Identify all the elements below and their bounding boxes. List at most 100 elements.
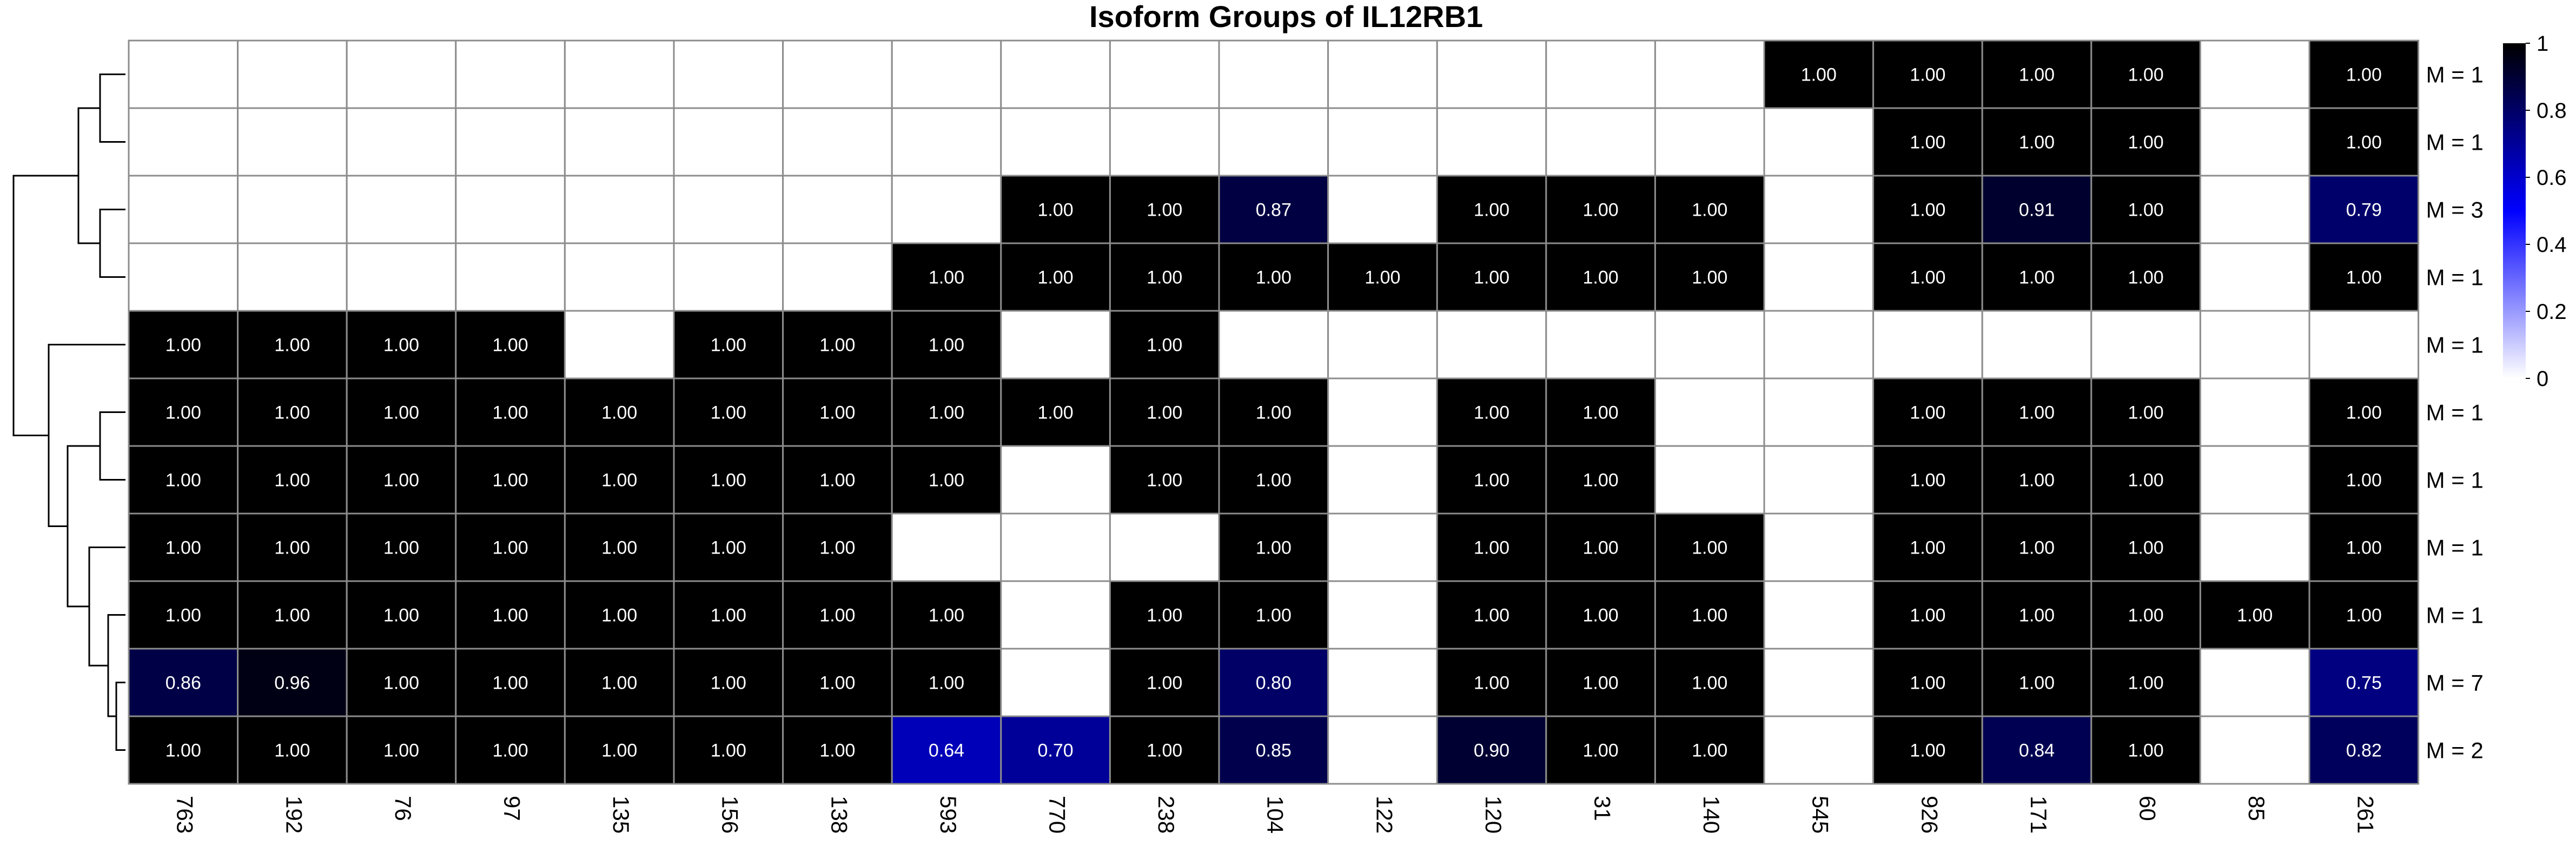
- heatmap-cell: [891, 310, 1002, 379]
- heatmap-cell: [2199, 648, 2310, 717]
- column-label: 104: [1263, 796, 1288, 834]
- heatmap-cell: [564, 310, 675, 379]
- heatmap-cell: [1981, 310, 2092, 379]
- heatmap-cell: [455, 715, 566, 785]
- cell-value-label: 1.00: [1583, 403, 1619, 423]
- cell-value-label: 1.00: [2128, 65, 2164, 85]
- cell-value-label: 1.00: [165, 403, 201, 423]
- heatmap-cell: [1545, 39, 1656, 109]
- cell-value-label: 1.00: [1801, 65, 1837, 85]
- heatmap-cell: [1872, 580, 1983, 650]
- dendrogram-branch: [77, 107, 100, 244]
- cell-value-label: 1.00: [383, 335, 419, 356]
- heatmap-cell: [237, 310, 348, 379]
- cell-value-label: 1.00: [1692, 268, 1727, 288]
- cell-value-label: 1.00: [165, 335, 201, 356]
- cell-value-label: 1.00: [1147, 200, 1182, 221]
- cell-value-label: 0.82: [2346, 741, 2382, 761]
- cell-value-label: 1.00: [1474, 268, 1509, 288]
- heatmap-cell: [1000, 580, 1111, 650]
- cell-value-label: 1.00: [2346, 470, 2382, 491]
- heatmap-cell: [1109, 715, 1220, 785]
- cell-value-label: 1.00: [1365, 268, 1400, 288]
- heatmap-cell: [128, 580, 239, 650]
- heatmap-cell: [564, 242, 675, 312]
- heatmap-cell: [673, 242, 784, 312]
- heatmap-cell: [2308, 648, 2420, 717]
- row-label: M = 1: [2426, 603, 2484, 628]
- cell-value-label: 1.00: [1910, 538, 1945, 558]
- heatmap-cell: [346, 512, 457, 582]
- heatmap-cell: [564, 39, 675, 109]
- heatmap-cell: [1654, 175, 1765, 244]
- cell-value-label: 0.87: [1256, 200, 1292, 221]
- cell-value-label: 1.00: [274, 741, 310, 761]
- row-label: M = 3: [2426, 197, 2484, 223]
- cell-value-label: 1.00: [601, 403, 637, 423]
- row-label: M = 1: [2426, 400, 2484, 425]
- heatmap-cell: [1545, 377, 1656, 447]
- cell-value-label: 1.00: [819, 741, 855, 761]
- heatmap-cell: [564, 715, 675, 785]
- cell-value-label: 1.00: [711, 741, 746, 761]
- heatmap-cell: [2090, 242, 2201, 312]
- cell-value-label: 1.00: [493, 335, 528, 356]
- column-label: 192: [281, 796, 307, 834]
- heatmap-cell: [1218, 715, 1329, 785]
- cell-value-label: 1.00: [1692, 673, 1727, 694]
- heatmap-cell: [673, 39, 784, 109]
- heatmap-cell: [237, 715, 348, 785]
- heatmap-cell: [891, 175, 1002, 244]
- cell-value-label: 1.00: [274, 403, 310, 423]
- dendrogram-branch: [99, 74, 125, 143]
- row-label: M = 1: [2426, 468, 2484, 493]
- heatmap-cell: [891, 648, 1002, 717]
- heatmap-cell: [1218, 310, 1329, 379]
- row-dendrogram: [12, 74, 125, 751]
- heatmap-cell: [1872, 377, 1983, 447]
- heatmap-cell: [128, 445, 239, 515]
- dendrogram-branch: [115, 682, 125, 751]
- cell-value-label: 1.00: [1038, 403, 1074, 423]
- cell-value-label: 1.00: [2128, 470, 2164, 491]
- cell-value-label: 1.00: [493, 538, 528, 558]
- heatmap-cell: [128, 107, 239, 177]
- heatmap-cell: [1000, 445, 1111, 515]
- cell-value-label: 1.00: [929, 673, 964, 694]
- cell-value-label: 1.00: [1147, 268, 1182, 288]
- cell-value-label: 1.00: [1256, 268, 1292, 288]
- cell-value-label: 1.00: [2128, 741, 2164, 761]
- heatmap-cell: [455, 580, 566, 650]
- cell-value-label: 0.64: [929, 741, 964, 761]
- cell-value-label: 1.00: [165, 538, 201, 558]
- heatmap-cell: [782, 715, 893, 785]
- heatmap-cell: [1763, 175, 1875, 244]
- cell-value-label: 1.00: [383, 403, 419, 423]
- cell-value-label: 1.00: [1583, 200, 1619, 221]
- cell-value-label: 1.00: [493, 673, 528, 694]
- heatmap-cell: [1218, 512, 1329, 582]
- cell-value-label: 1.00: [2128, 200, 2164, 221]
- cell-value-label: 1.00: [383, 741, 419, 761]
- heatmap-cell: [2090, 175, 2201, 244]
- cell-value-label: 1.00: [1583, 268, 1619, 288]
- heatmap-cell: [1545, 175, 1656, 244]
- column-label: 261: [2353, 796, 2379, 834]
- heatmap-cell: [1327, 648, 1438, 717]
- cell-value-label: 1.00: [383, 605, 419, 626]
- cell-value-label: 1.00: [1910, 200, 1945, 221]
- cell-value-label: 1.00: [1583, 470, 1619, 491]
- heatmap-cell: [1981, 39, 2092, 109]
- heatmap-cell: [2090, 107, 2201, 177]
- heatmap-cell: [1436, 175, 1547, 244]
- heatmap-cell: [346, 445, 457, 515]
- cell-value-label: 0.90: [1474, 741, 1509, 761]
- heatmap-cell: [237, 242, 348, 312]
- heatmap-cell: [1545, 512, 1656, 582]
- heatmap-cell: [1763, 512, 1875, 582]
- cell-value-label: 1.00: [601, 673, 637, 694]
- heatmap-cell: [1109, 445, 1220, 515]
- cell-value-label: 1.00: [1147, 470, 1182, 491]
- cell-value-label: 1.00: [2128, 673, 2164, 694]
- cell-value-label: 1.00: [2128, 268, 2164, 288]
